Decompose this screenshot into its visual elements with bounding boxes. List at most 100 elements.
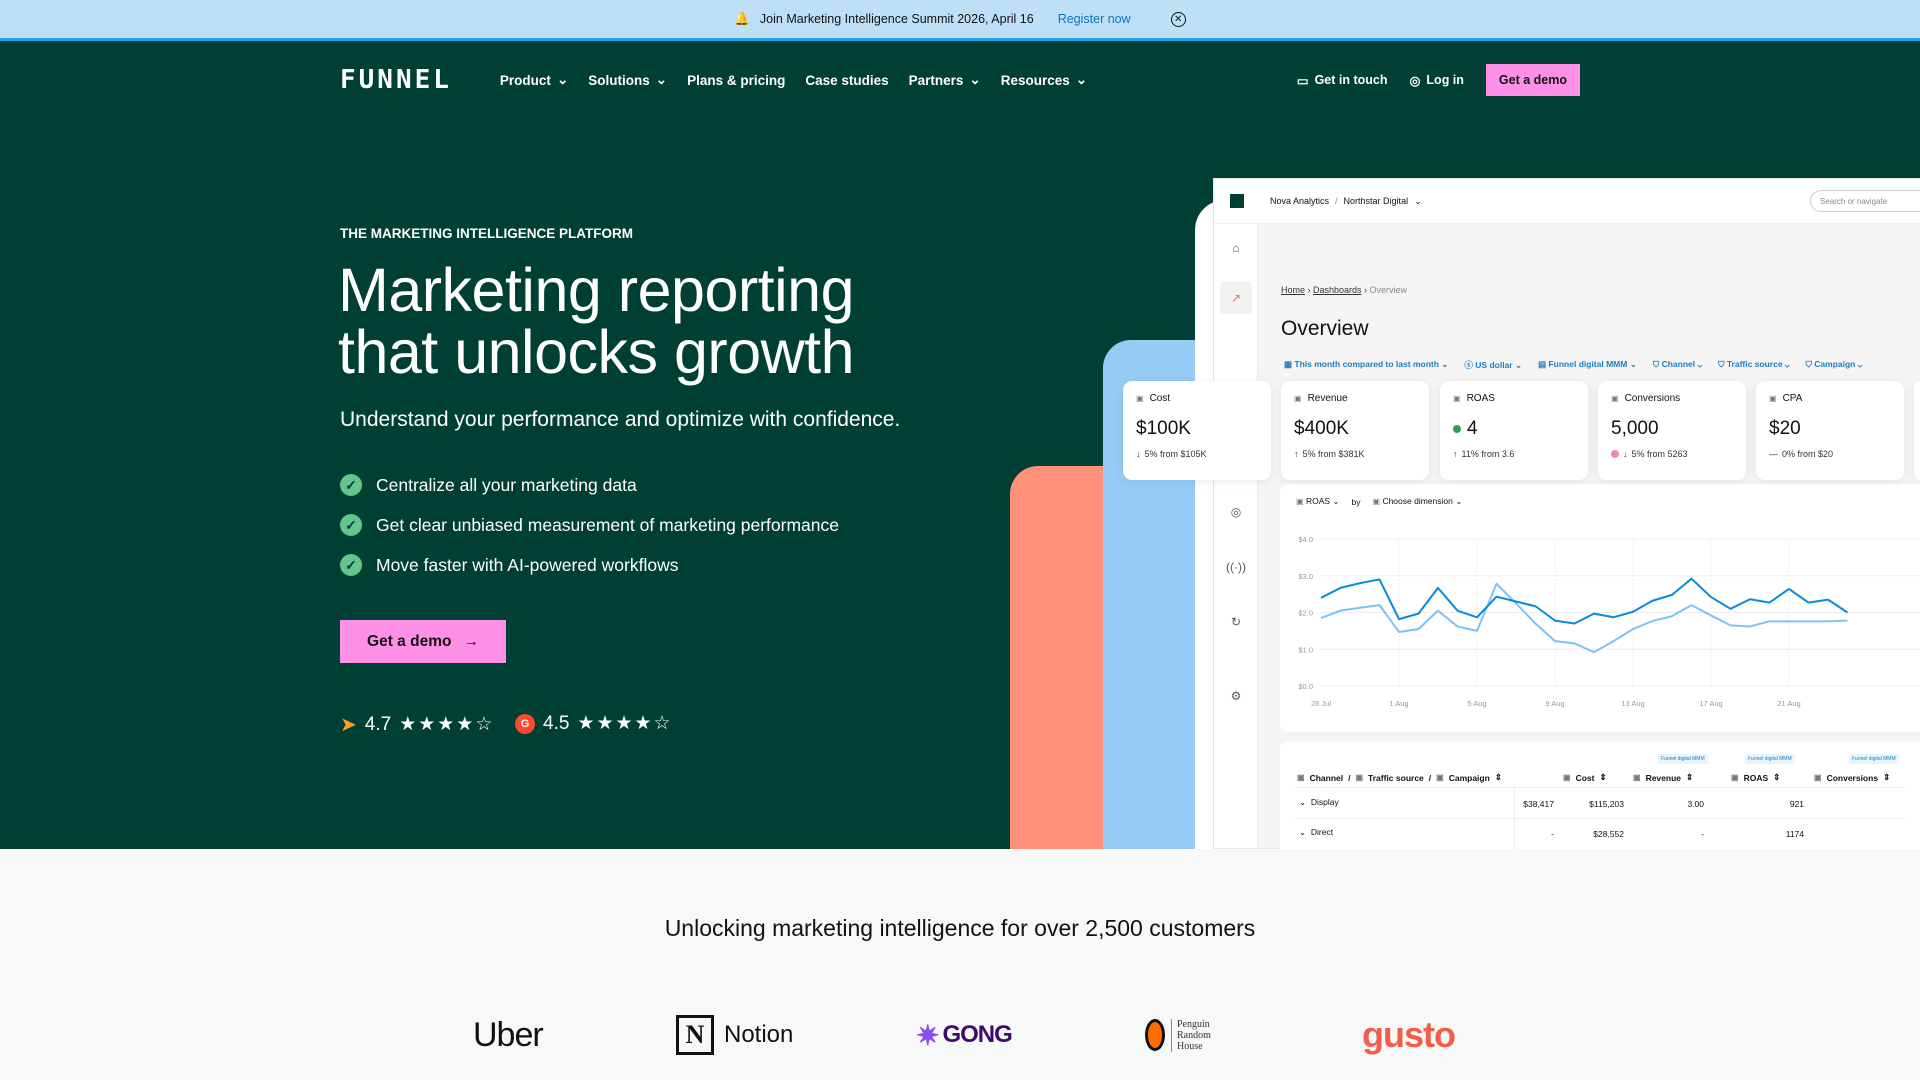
model-filter[interactable]: ▤ Funnel digital MMM ⌄ [1538,359,1637,369]
expand-icon[interactable]: ⌄ [1299,797,1307,807]
kpi-value-row: $400K [1294,418,1416,440]
kpi-card-roas[interactable]: ▣ ROAS 4 ↑ 11% from 3.6 [1440,381,1588,480]
series-line-0 [1320,577,1849,625]
home-icon[interactable]: ⌂ [1232,241,1240,255]
kpi-card-revenue[interactable]: ▣ Revenue $400K ↑ 5% from $381K [1281,381,1429,480]
metric-icon: ▣ [1611,394,1619,403]
kpi-value-row: 5,000 [1611,418,1733,440]
kpi-card-cpa[interactable]: ▣ CPA $20 — 0% from $20 [1756,381,1904,480]
currency-filter[interactable]: ⓢ US dollar ⌄ [1464,360,1523,370]
decorative-coral-panel [1010,466,1120,849]
funnel-logo[interactable]: FUNNEL [340,65,452,95]
x-tick-label: 17 Aug [1699,699,1722,708]
y-tick-label: $3.0 [1298,572,1313,581]
breadcrumb: Home › Dashboards › Overview [1281,285,1408,295]
logo-text: GONG [942,1021,1012,1048]
y-tick-label: $2.0 [1298,609,1313,618]
chevron-down-icon: ⌄ [1414,195,1422,206]
chevron-down-icon: ⌄ [969,72,981,87]
channel-filter[interactable]: ⛉ Channel ⌄ [1652,359,1703,369]
label: Traffic source [1726,359,1783,369]
customers-heading: Unlocking marketing intelligence for ove… [664,915,1256,941]
label: Get a demo [367,632,452,650]
kpi-value-row: $100K [1136,418,1258,440]
hero-subtitle: Understand your performance and optimize… [340,408,901,431]
user-icon: ◎ [1409,73,1421,88]
nav-resources[interactable]: Resources ⌄ [1001,72,1087,88]
trend-icon[interactable]: ↗ [1220,282,1252,314]
settings-icon[interactable]: ⚙ [1230,689,1242,703]
metric-icon: ▣ [1731,773,1739,782]
nav-demo-button[interactable]: Get a demo [1485,64,1580,96]
arrow-down-icon: ↓ [1136,449,1141,459]
label: Channel [1309,772,1344,783]
metric-selector[interactable]: ▣ ROAS ⌄ [1296,496,1340,506]
bullet: ✓ Get clear unbiased measurement of marke… [340,514,839,536]
org-name[interactable]: Nova Analytics [1270,196,1330,206]
expand-icon[interactable]: ⌄ [1299,827,1307,837]
date-filter[interactable]: ▦ This month compared to last month ⌄ [1284,359,1449,369]
breadcrumb-dashboards[interactable]: Dashboards [1313,285,1362,295]
login-link[interactable]: ◎ Log in [1410,73,1464,88]
nav-product[interactable]: Product ⌄ [500,72,568,88]
check-icon: ✓ [340,474,362,496]
g2-rating: G 4.5 ★★★★☆ [515,712,673,735]
column-header-conversions[interactable]: ▣ Conversions ⇕ [1814,772,1890,783]
kpi-value: $100K [1136,418,1191,439]
kpi-label: Cost [1149,393,1171,404]
data-table: Funnel digital MMM Funnel digital MMM Fu… [1280,741,1920,849]
breadcrumb-home[interactable]: Home [1281,285,1306,295]
kpi-card-partial[interactable] [1914,381,1920,480]
kpi-change-text: 11% from 3.6 [1461,449,1515,459]
kpi-title: ▣ CPA [1769,393,1891,404]
g2-logo-icon: G [515,713,535,734]
column-header-roas[interactable]: ▣ ROAS ⇕ [1731,772,1780,783]
label: This month compared to last month [1294,359,1439,369]
cell-cost: - [1551,829,1554,839]
label: Cost [1575,772,1595,783]
register-link[interactable]: Register now [1057,12,1131,26]
workspace-switcher[interactable]: Northstar Digital [1343,196,1409,206]
kpi-change: ↑ 5% from $381K [1294,449,1416,459]
label: Log in [1426,73,1464,87]
arrow-flat-icon: — [1769,449,1778,459]
column-header-dimensions[interactable]: ▣ Channel / ▣ Traffic source / ▣ Campaign ⇕ [1297,772,1502,783]
dimension-selector[interactable]: ▣ Choose dimension ⌄ [1372,496,1463,506]
metric-icon: ▣ [1136,394,1144,403]
metric-icon: ▣ [1814,773,1822,782]
refresh-icon[interactable]: ↻ [1230,615,1242,629]
bullet-text: Get clear unbiased measurement of market… [376,514,840,535]
hero-demo-button[interactable]: Get a demo → [340,620,506,663]
y-tick-label: $1.0 [1298,645,1313,654]
nav-label: Plans & pricing [687,72,786,88]
label: Choose dimension [1382,496,1453,506]
search-input[interactable]: Search or navigate [1810,190,1920,212]
divider [1294,787,1906,788]
arrow-up-icon: ↑ [1453,449,1458,459]
target-icon[interactable]: ◎ [1230,505,1242,519]
kpi-card-conversions[interactable]: ▣ Conversions 5,000 ↓ 5% from 5263 [1598,381,1746,480]
traffic-source-filter[interactable]: ⛉ Traffic source ⌄ [1718,359,1790,369]
kpi-card-cost[interactable]: ▣ Cost $100K ↓ 5% from $105K [1123,381,1271,480]
close-icon[interactable]: ✕ [1170,11,1186,27]
column-header-revenue[interactable]: ▣ Revenue ⇕ [1633,772,1693,783]
broadcast-icon[interactable]: ((·)) [1226,560,1246,574]
gong-star-icon: ✷ [916,1019,939,1051]
nav-solutions[interactable]: Solutions ⌄ [588,72,667,88]
stars-icon: ★★★★☆ [577,713,673,734]
label: US dollar [1475,360,1513,370]
get-in-touch-link[interactable]: ▭ Get in touch [1297,73,1388,88]
chat-icon: ▭ [1296,73,1309,88]
kpi-label: Conversions [1624,393,1681,404]
nav-pricing[interactable]: Plans & pricing [687,73,785,88]
label: Channel [1661,359,1696,369]
kpi-change-text: 5% from $381K [1302,449,1365,459]
arrow-down-icon: ↓ [1623,449,1628,459]
nav-case-studies[interactable]: Case studies [805,73,888,88]
y-tick-label: $0.0 [1298,682,1313,691]
customers-section [0,849,1920,1080]
column-header-cost[interactable]: ▣ Cost ⇕ [1563,772,1607,783]
label: Traffic source [1368,772,1424,783]
campaign-filter[interactable]: ⛉ Campaign ⌄ [1805,359,1863,369]
nav-partners[interactable]: Partners ⌄ [909,72,981,88]
